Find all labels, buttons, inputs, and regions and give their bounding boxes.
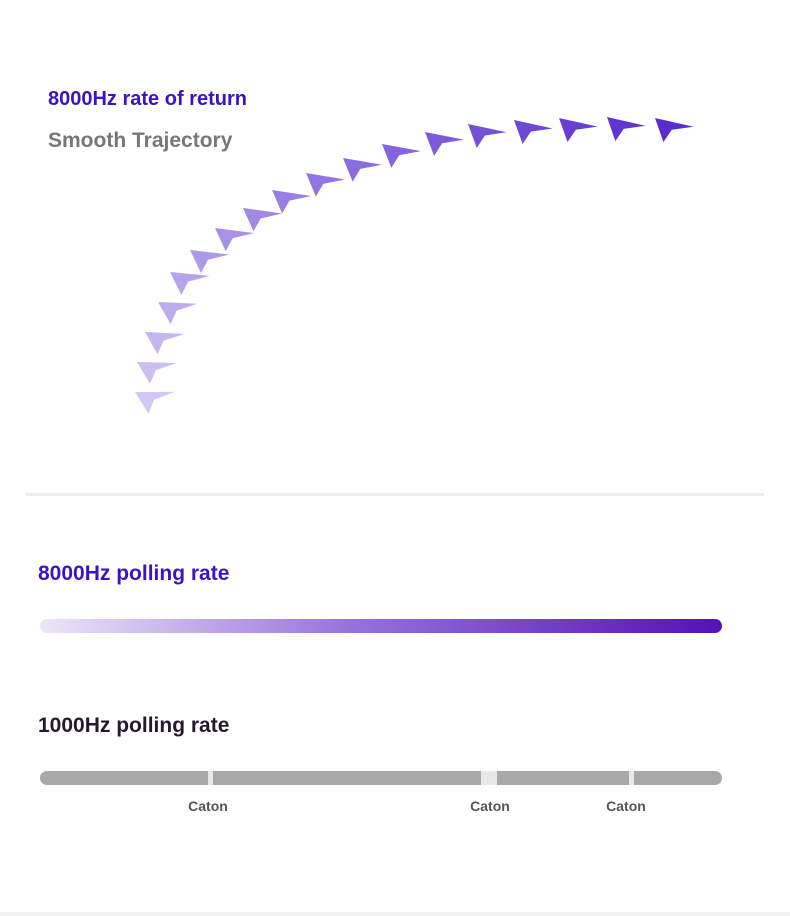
polling-1000-bar [40, 771, 722, 785]
arrow-cursor-icon [559, 118, 598, 143]
cursor-trajectory [135, 117, 694, 414]
arrow-cursor-icon [137, 362, 177, 384]
caton-label: Caton [188, 798, 228, 814]
arrow-cursor-icon [272, 190, 312, 214]
divider [26, 493, 764, 496]
stutter-gap [208, 771, 213, 785]
polling-8000-label: 8000Hz polling rate [38, 562, 230, 585]
arrow-cursor-icon [135, 391, 175, 414]
arrow-cursor-icon [382, 144, 421, 168]
caton-label: Caton [470, 798, 510, 814]
arrow-cursor-icon [655, 118, 694, 143]
polling-8000-bar [40, 619, 722, 633]
arrow-cursor-icon [170, 272, 210, 295]
arrow-cursor-icon [607, 117, 646, 142]
trajectory-title: 8000Hz rate of return [48, 88, 247, 110]
arrow-cursor-icon [306, 173, 346, 197]
trajectory-subtitle: Smooth Trajectory [48, 129, 233, 152]
arrow-cursor-icon [243, 208, 283, 232]
arrow-cursor-icon [190, 250, 230, 274]
arrow-cursor-icon [468, 124, 507, 148]
arrow-cursor-icon [215, 228, 255, 252]
arrow-cursor-icon [145, 332, 185, 355]
polling-1000-label: 1000Hz polling rate [38, 714, 230, 737]
stutter-gap [481, 771, 497, 785]
arrow-cursor-icon [343, 158, 382, 182]
arrow-cursor-icon [425, 132, 464, 156]
caton-label: Caton [606, 798, 646, 814]
arrow-cursor-icon [158, 302, 198, 325]
arrow-cursor-icon [514, 120, 553, 145]
bottom-border [0, 912, 790, 916]
stutter-gap [629, 771, 634, 785]
